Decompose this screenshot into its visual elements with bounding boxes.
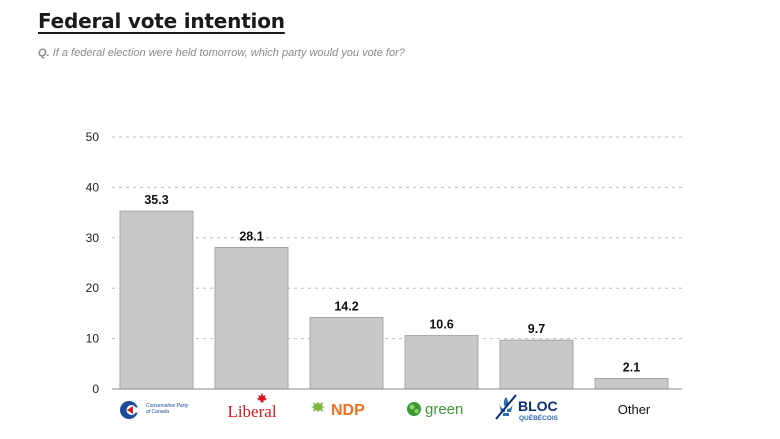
conservative-logo-line1: Conservative Party — [146, 403, 189, 409]
data-labels-layer: 35.3 28.1 14.2 10.6 9.7 2.1 — [144, 193, 640, 374]
bars-layer — [119, 210, 669, 390]
ndp-leaf-icon — [311, 402, 325, 412]
chart-title: Federal vote intention — [38, 9, 285, 33]
bar — [214, 246, 289, 390]
green-party-logo: green — [407, 401, 463, 418]
bar-value-label: 9.7 — [528, 322, 545, 336]
bar-value-label: 35.3 — [144, 193, 168, 207]
survey-question: Q. If a federal election were held tomor… — [38, 47, 405, 59]
bar — [499, 339, 574, 390]
bar-value-label: 2.1 — [623, 360, 640, 374]
green-logo-text: green — [425, 401, 463, 418]
ndp-logo: NDP — [311, 402, 365, 419]
bar — [404, 335, 479, 390]
y-axis-ticks: 0 10 20 30 40 50 — [86, 130, 100, 396]
bar — [594, 378, 669, 390]
bloc-quebecois-logo: BLOC QUÉBÉCOIS — [495, 394, 559, 422]
bloc-logo-line2: QUÉBÉCOIS — [519, 413, 559, 422]
bar — [119, 210, 194, 390]
other-category-label: Other — [618, 402, 651, 417]
bar-value-label: 28.1 — [239, 229, 263, 243]
green-globe-icon — [407, 402, 421, 416]
y-tick-label: 0 — [92, 382, 99, 396]
question-text: If a federal election were held tomorrow… — [52, 47, 405, 59]
conservative-c-icon — [120, 401, 139, 419]
question-label: Q. — [38, 47, 50, 59]
y-tick-label: 30 — [86, 231, 100, 245]
y-tick-label: 40 — [86, 180, 100, 194]
conservative-party-logo: Conservative Party of Canada — [120, 401, 189, 419]
conservative-logo-line2: of Canada — [146, 409, 169, 415]
bar-value-label: 14.2 — [334, 299, 358, 313]
bar — [309, 317, 384, 390]
bar-value-label: 10.6 — [429, 318, 453, 332]
maple-leaf-icon — [256, 393, 268, 403]
y-tick-label: 50 — [86, 130, 100, 144]
liberal-party-logo: Liberal — [227, 393, 277, 421]
bloc-logo-line1: BLOC — [518, 398, 558, 414]
liberal-logo-text: Liberal — [227, 402, 276, 421]
y-tick-label: 20 — [86, 281, 100, 295]
y-tick-label: 10 — [86, 332, 100, 346]
ndp-logo-text: NDP — [331, 402, 365, 419]
grid-layer — [112, 136, 682, 340]
